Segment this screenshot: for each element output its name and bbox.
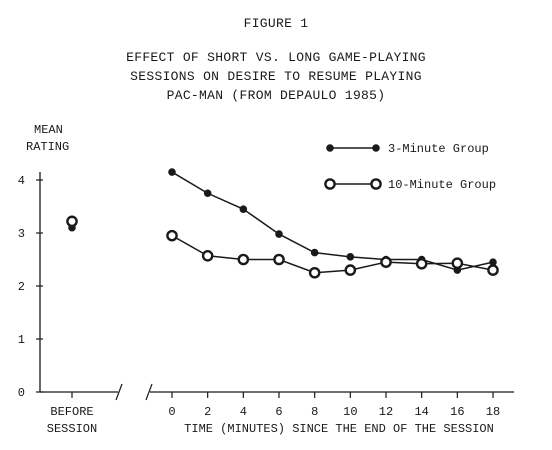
chart-title-line-1: EFFECT OF SHORT VS. LONG GAME-PLAYING <box>126 50 426 65</box>
x-tick-label: 2 <box>204 405 211 419</box>
series-markers <box>66 168 499 279</box>
legend-marker-start-1 <box>326 144 334 152</box>
data-point-series-1 <box>310 248 319 257</box>
x-tick-label: 8 <box>311 405 318 419</box>
x-tick-label: 14 <box>414 405 428 419</box>
x-tick-label: 12 <box>379 405 393 419</box>
y-tick-label: 1 <box>18 333 25 347</box>
legend: 3-Minute Group 10-Minute Group <box>324 142 496 192</box>
x-tick-label: 18 <box>486 405 500 419</box>
data-point-series-1 <box>239 205 248 213</box>
y-tick-label: 3 <box>18 227 25 241</box>
axes <box>36 172 514 401</box>
x-axis-label: TIME (MINUTES) SINCE THE END OF THE SESS… <box>184 422 494 436</box>
legend-label-1: 3-Minute Group <box>388 142 489 156</box>
legend-marker-end-2 <box>370 178 382 190</box>
x-tick-label: 10 <box>343 405 357 419</box>
y-axis-label-line-2: RATING <box>26 140 70 154</box>
series-lines <box>171 171 494 274</box>
before-session-point-series-2 <box>66 215 78 228</box>
data-point-series-1 <box>346 253 355 261</box>
x-tick-label: 4 <box>240 405 247 419</box>
data-point-series-1 <box>168 168 176 176</box>
y-tick-label: 4 <box>18 174 25 188</box>
data-point-series-2 <box>415 257 428 270</box>
x-tick-label: 16 <box>450 405 464 419</box>
legend-label-2: 10-Minute Group <box>388 178 496 192</box>
x-tick-label-before-line-1: BEFORE <box>50 405 93 419</box>
data-point-series-2 <box>308 266 321 279</box>
x-tick-label: 6 <box>275 405 282 419</box>
figure-label: FIGURE 1 <box>243 16 309 31</box>
series-line-2 <box>171 234 494 274</box>
data-point-series-1 <box>275 230 283 238</box>
data-point-series-2 <box>273 253 285 266</box>
chart-title-line-3: PAC-MAN (FROM DEPAULO 1985) <box>166 88 386 103</box>
series-line-1 <box>171 171 494 271</box>
data-point-series-2 <box>344 264 357 276</box>
legend-marker-start-2 <box>324 178 336 190</box>
legend-marker-end-1 <box>372 144 380 152</box>
axis-break-mark-right <box>145 383 153 401</box>
data-point-series-2 <box>451 257 464 270</box>
y-tick-label: 2 <box>18 280 25 294</box>
data-point-series-1 <box>203 189 212 198</box>
x-tick-label-before-line-2: SESSION <box>47 422 97 436</box>
y-tick-label: 0 <box>18 386 25 400</box>
y-axis-label-line-1: MEAN <box>34 123 63 137</box>
data-point-series-2 <box>380 256 392 268</box>
chart-title-line-2: SESSIONS ON DESIRE TO RESUME PLAYING <box>130 69 422 84</box>
data-point-series-2 <box>487 264 499 276</box>
data-point-series-2 <box>166 229 178 242</box>
x-tick-label: 0 <box>168 405 175 419</box>
axis-break-mark-left <box>115 383 123 401</box>
data-point-series-2 <box>201 249 214 262</box>
data-point-series-2 <box>237 253 250 266</box>
